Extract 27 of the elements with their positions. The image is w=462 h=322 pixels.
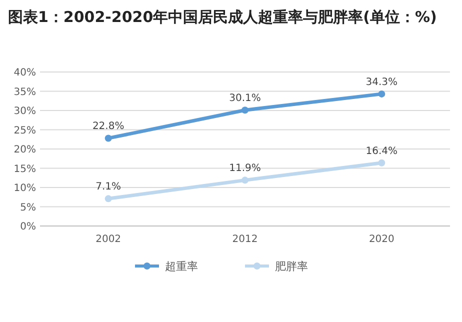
- point: [378, 159, 386, 166]
- data-label: 22.8%: [92, 121, 124, 132]
- y-tick-label: 10%: [14, 183, 36, 194]
- point: [242, 106, 248, 114]
- x-tick-label: 2002: [96, 234, 122, 245]
- point: [104, 195, 112, 202]
- y-tick-label: 35%: [14, 86, 36, 98]
- x-tick-label: 2020: [368, 234, 394, 245]
- y-tick-label: 25%: [14, 125, 36, 136]
- legend-label: 肥胖率: [275, 260, 308, 273]
- point: [378, 90, 386, 98]
- legend-label: 超重率: [165, 260, 198, 273]
- y-tick-label: 20%: [14, 144, 36, 156]
- data-label: 30.1%: [229, 93, 261, 104]
- point: [242, 176, 248, 184]
- y-tick-label: 0%: [20, 222, 36, 232]
- data-label: 34.3%: [366, 76, 398, 88]
- y-tick-label: 30%: [14, 106, 36, 117]
- point: [104, 134, 112, 142]
- chart-title: 图表1：2002-2020年中国居民成人超重率与肥胖率(单位：%): [8, 7, 438, 28]
- data-label: 16.4%: [366, 146, 398, 157]
- data-label: 11.9%: [229, 163, 261, 174]
- x-tick-label: 2012: [232, 234, 258, 245]
- data-label: 7.1%: [96, 182, 122, 193]
- y-tick-label: 5%: [20, 202, 36, 214]
- y-tick-label: 40%: [14, 68, 36, 78]
- y-tick-label: 15%: [14, 164, 36, 175]
